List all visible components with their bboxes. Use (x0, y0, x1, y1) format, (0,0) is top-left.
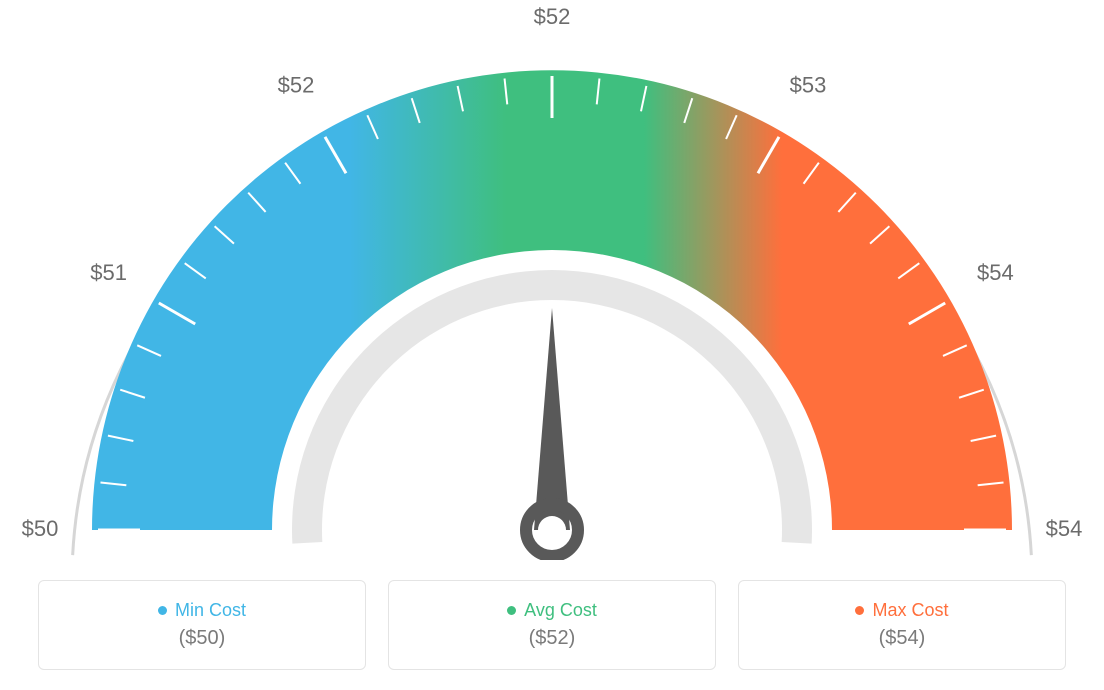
legend-avg-title: Avg Cost (507, 600, 597, 621)
legend-avg-value: ($52) (529, 627, 576, 650)
svg-text:$52: $52 (534, 4, 571, 29)
dot-icon (507, 606, 516, 615)
cost-gauge: $50 $51 $52 $52 $53 $54 $54 (0, 0, 1104, 560)
legend-max-title: Max Cost (855, 600, 948, 621)
legend-max-value: ($54) (879, 627, 926, 650)
legend-avg-label: Avg Cost (524, 600, 597, 621)
svg-text:$53: $53 (790, 72, 827, 97)
svg-text:$52: $52 (278, 72, 315, 97)
svg-text:$54: $54 (1046, 516, 1083, 541)
dot-icon (855, 606, 864, 615)
svg-text:$54: $54 (977, 260, 1014, 285)
legend-avg: Avg Cost ($52) (388, 580, 716, 670)
legend-min-label: Min Cost (175, 600, 246, 621)
legend-min-value: ($50) (179, 627, 226, 650)
legend-row: Min Cost ($50) Avg Cost ($52) Max Cost (… (0, 580, 1104, 670)
legend-max-label: Max Cost (872, 600, 948, 621)
legend-min-title: Min Cost (158, 600, 246, 621)
legend-min: Min Cost ($50) (38, 580, 366, 670)
dot-icon (158, 606, 167, 615)
svg-text:$50: $50 (22, 516, 59, 541)
svg-text:$51: $51 (90, 260, 127, 285)
legend-max: Max Cost ($54) (738, 580, 1066, 670)
